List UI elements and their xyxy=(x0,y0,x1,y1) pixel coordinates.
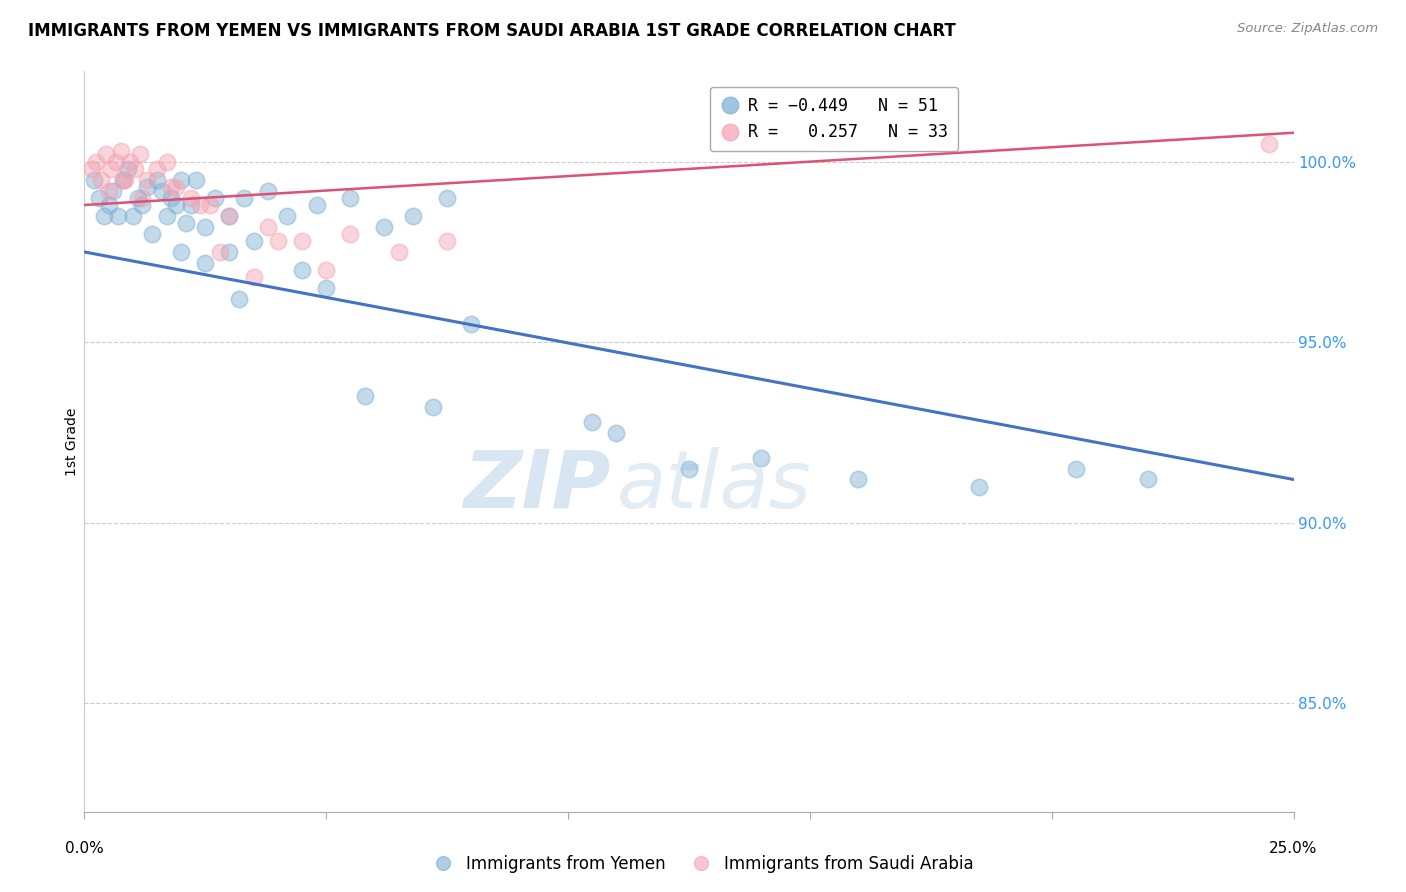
Point xyxy=(160,191,183,205)
Point xyxy=(1137,473,1160,487)
Point xyxy=(121,209,143,223)
Point xyxy=(180,198,202,212)
Point xyxy=(228,292,250,306)
Point xyxy=(141,227,163,241)
Point xyxy=(967,480,990,494)
Point xyxy=(198,198,221,212)
Text: atlas: atlas xyxy=(616,447,811,525)
Point xyxy=(184,172,207,186)
Point xyxy=(1064,461,1087,475)
Point xyxy=(208,244,231,259)
Point xyxy=(83,172,105,186)
Point xyxy=(160,180,183,194)
Point xyxy=(90,172,112,186)
Point xyxy=(388,244,411,259)
Point xyxy=(257,219,280,234)
Text: IMMIGRANTS FROM YEMEN VS IMMIGRANTS FROM SAUDI ARABIA 1ST GRADE CORRELATION CHAR: IMMIGRANTS FROM YEMEN VS IMMIGRANTS FROM… xyxy=(28,22,956,40)
Point xyxy=(117,161,139,176)
Point xyxy=(136,172,159,186)
Point xyxy=(402,209,425,223)
Text: Source: ZipAtlas.com: Source: ZipAtlas.com xyxy=(1237,22,1378,36)
Point xyxy=(678,461,700,475)
Point xyxy=(218,209,240,223)
Point xyxy=(129,147,152,161)
Point xyxy=(315,263,337,277)
Point xyxy=(103,184,125,198)
Point xyxy=(846,473,869,487)
Point xyxy=(86,154,108,169)
Text: 0.0%: 0.0% xyxy=(65,841,104,856)
Point xyxy=(218,209,240,223)
Point xyxy=(112,172,135,186)
Point xyxy=(124,161,146,176)
Point xyxy=(97,198,120,212)
Point xyxy=(170,172,193,186)
Point xyxy=(155,154,177,169)
Point xyxy=(194,256,217,270)
Point xyxy=(87,191,110,205)
Point xyxy=(174,216,197,230)
Point xyxy=(127,191,149,205)
Point xyxy=(170,244,193,259)
Point xyxy=(120,154,142,169)
Point xyxy=(751,450,773,465)
Point xyxy=(107,209,129,223)
Text: ZIP: ZIP xyxy=(463,447,610,525)
Point xyxy=(218,244,240,259)
Point xyxy=(155,209,177,223)
Point xyxy=(460,317,482,331)
Point xyxy=(233,191,256,205)
Point xyxy=(110,144,132,158)
Point xyxy=(194,219,217,234)
Text: 25.0%: 25.0% xyxy=(1270,841,1317,856)
Point xyxy=(131,191,153,205)
Y-axis label: 1st Grade: 1st Grade xyxy=(65,408,79,475)
Point xyxy=(146,172,169,186)
Point xyxy=(114,172,136,186)
Point xyxy=(204,191,226,205)
Point xyxy=(146,161,169,176)
Point xyxy=(136,180,159,194)
Point xyxy=(422,401,444,415)
Point xyxy=(112,172,135,186)
Point xyxy=(267,234,290,248)
Point xyxy=(165,180,187,194)
Point xyxy=(242,234,264,248)
Point xyxy=(291,263,314,277)
Point xyxy=(97,184,120,198)
Point xyxy=(80,161,103,176)
Point xyxy=(315,281,337,295)
Point xyxy=(436,234,458,248)
Point xyxy=(1258,136,1281,151)
Point xyxy=(605,425,627,440)
Point xyxy=(165,198,187,212)
Legend: Immigrants from Yemen, Immigrants from Saudi Arabia: Immigrants from Yemen, Immigrants from S… xyxy=(426,848,980,880)
Point xyxy=(100,161,122,176)
Point xyxy=(339,227,361,241)
Point xyxy=(373,219,395,234)
Point xyxy=(131,198,153,212)
Point xyxy=(93,209,115,223)
Point xyxy=(190,198,212,212)
Point xyxy=(339,191,361,205)
Point xyxy=(276,209,298,223)
Point xyxy=(242,270,264,285)
Point xyxy=(94,147,117,161)
Point xyxy=(180,191,202,205)
Point xyxy=(436,191,458,205)
Point xyxy=(257,184,280,198)
Point xyxy=(104,154,127,169)
Point xyxy=(291,234,314,248)
Point xyxy=(581,415,603,429)
Legend: R = −0.449   N = 51, R =   0.257   N = 33: R = −0.449 N = 51, R = 0.257 N = 33 xyxy=(710,87,959,152)
Point xyxy=(305,198,328,212)
Point xyxy=(354,389,377,403)
Point xyxy=(150,184,173,198)
